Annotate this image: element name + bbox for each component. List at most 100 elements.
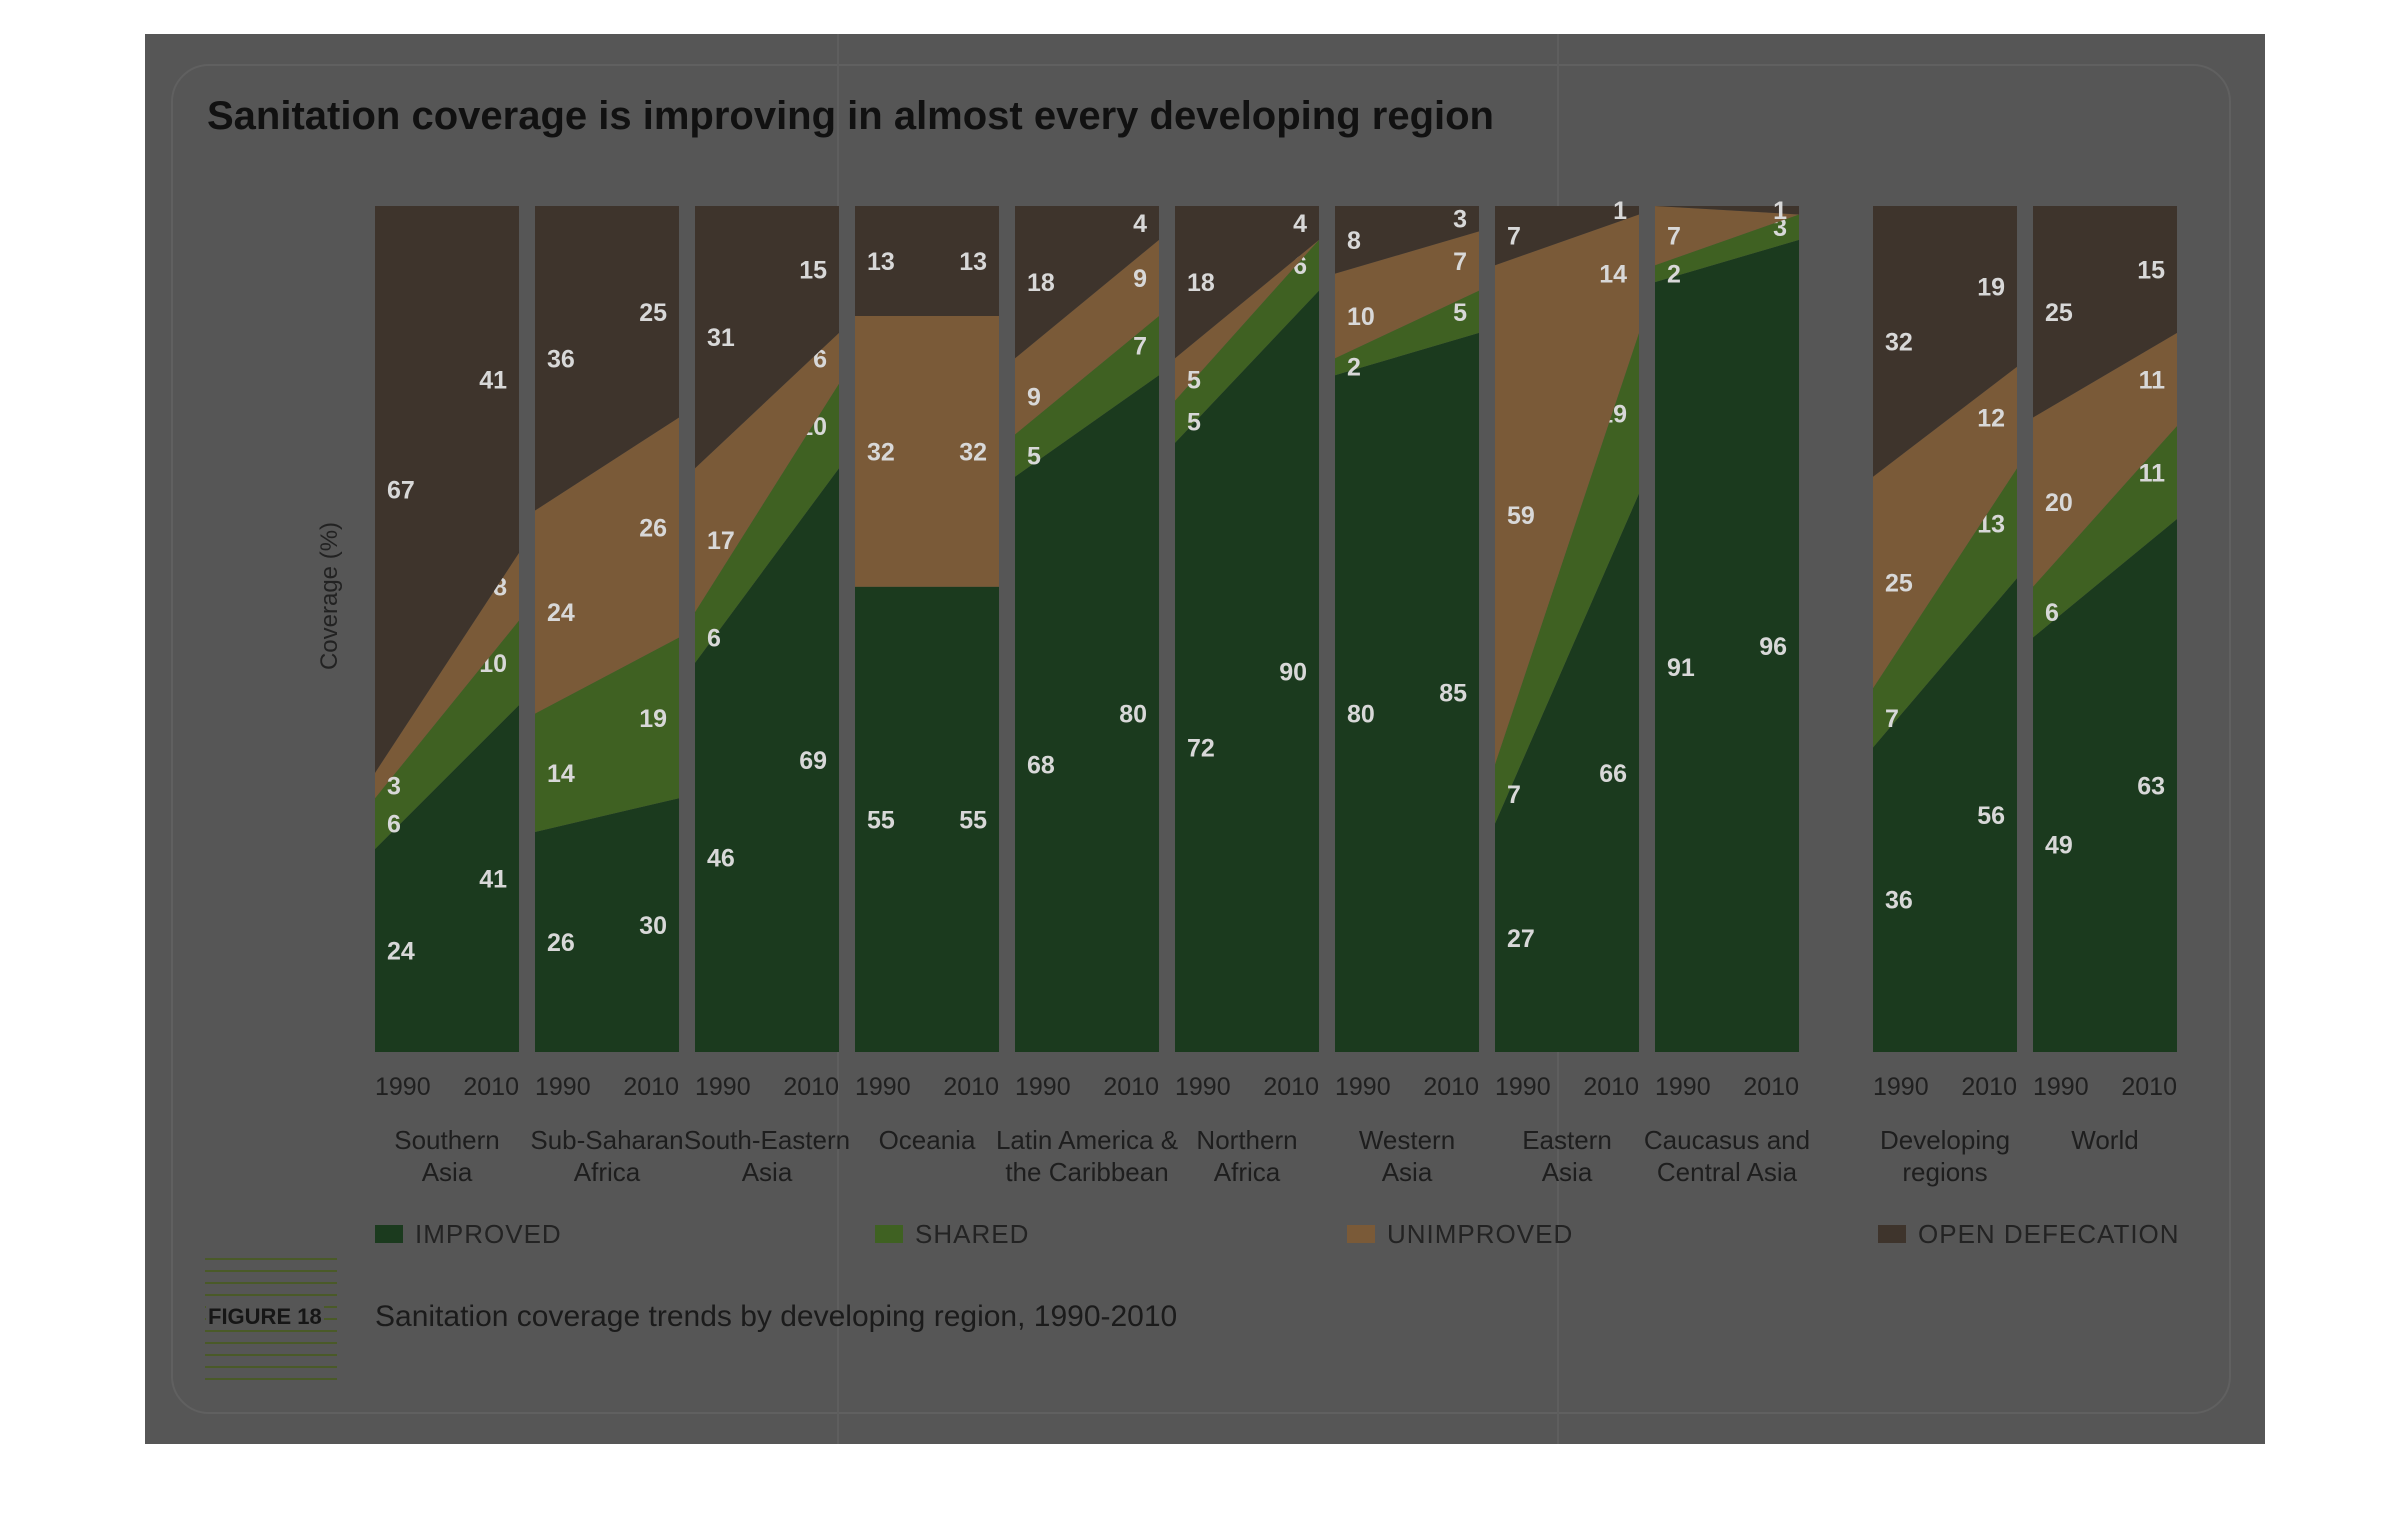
region-label: Northern	[1196, 1125, 1297, 1155]
area-open-defecation	[1873, 206, 2017, 477]
data-label: 14	[1599, 261, 1627, 289]
data-label: 7	[1133, 333, 1147, 361]
area-shared	[2033, 425, 2177, 638]
x-tick-label: 1990	[1655, 1073, 1711, 1101]
region-label: Asia	[1542, 1157, 1593, 1187]
area-shared	[1655, 214, 1799, 283]
data-label: 12	[1977, 405, 2005, 433]
data-label: 36	[1885, 887, 1913, 915]
x-tick-label: 2010	[1743, 1073, 1799, 1101]
data-label: 30	[639, 912, 667, 940]
x-tick-label: 1990	[1873, 1073, 1929, 1101]
area-shared	[1175, 239, 1319, 443]
x-tick-label: 2010	[943, 1073, 999, 1101]
data-label: 25	[2045, 299, 2073, 327]
data-label: 90	[1279, 658, 1307, 686]
area-shared	[695, 383, 839, 663]
region-label: Asia	[742, 1157, 793, 1187]
area-shared	[375, 620, 519, 849]
area-unimproved	[1015, 239, 1159, 435]
area-unimproved	[1873, 366, 2017, 689]
data-label: 11	[2139, 366, 2166, 394]
data-label: 5	[1453, 299, 1467, 327]
area-unimproved	[1335, 231, 1479, 359]
legend-swatch-shared	[875, 1225, 903, 1243]
region-label: Africa	[574, 1157, 641, 1187]
data-label: 18	[1187, 269, 1215, 297]
legend-swatch-improved	[375, 1225, 403, 1243]
legend-swatch-unimproved	[1347, 1225, 1375, 1243]
figure-panel	[171, 64, 2231, 1414]
region-label: Sub-Saharan	[530, 1125, 683, 1155]
area-shared	[1015, 315, 1159, 477]
x-tick-label: 2010	[1961, 1073, 2017, 1101]
x-tick-label: 1990	[535, 1073, 591, 1101]
data-label: 25	[639, 299, 667, 327]
legend-item-shared: SHARED	[875, 1214, 1029, 1254]
data-label: 9	[1133, 265, 1147, 293]
data-label: 8	[1347, 227, 1361, 255]
data-label: 69	[799, 747, 827, 775]
area-improved	[695, 468, 839, 1052]
x-tick-label: 1990	[375, 1073, 431, 1101]
data-label: 41	[479, 366, 507, 394]
data-label: 55	[867, 806, 895, 834]
data-label: 6	[707, 624, 721, 652]
x-tick-label: 2010	[1583, 1073, 1639, 1101]
area-unimproved	[375, 552, 519, 799]
region-label: Central Asia	[1657, 1157, 1798, 1187]
data-label: 13	[867, 248, 895, 276]
area-open-defecation	[855, 206, 999, 316]
data-label: 6	[387, 811, 401, 839]
figure-caption: Sanitation coverage trends by developing…	[375, 1300, 1178, 1333]
y-axis-label: Coverage (%)	[316, 522, 343, 670]
x-tick-label: 2010	[463, 1073, 519, 1101]
region-label: Africa	[1214, 1157, 1281, 1187]
x-tick-label: 1990	[1495, 1073, 1551, 1101]
data-label: 19	[639, 705, 667, 733]
area-unimproved	[1655, 206, 1799, 266]
chart-title: Sanitation coverage is improving in almo…	[207, 94, 1494, 138]
data-label: 68	[1027, 751, 1055, 779]
x-tick-label: 1990	[695, 1073, 751, 1101]
area-unimproved	[2033, 332, 2177, 587]
area-open-defecation	[1655, 206, 1799, 215]
region-label: the Caribbean	[1005, 1157, 1168, 1187]
area-open-defecation	[535, 206, 679, 511]
area-improved	[1335, 332, 1479, 1052]
area-unimproved	[1495, 214, 1639, 765]
data-label: 2	[1347, 354, 1361, 382]
data-label: 59	[1507, 502, 1535, 530]
area-improved	[535, 798, 679, 1052]
area-shared	[1873, 468, 2017, 748]
area-open-defecation	[1175, 206, 1319, 359]
x-tick-label: 1990	[1335, 1073, 1391, 1101]
x-tick-label: 1990	[1175, 1073, 1231, 1101]
x-tick-label: 2010	[1103, 1073, 1159, 1101]
data-label: 26	[547, 929, 575, 957]
data-label: 7	[1507, 781, 1521, 809]
data-label: 96	[1759, 633, 1787, 661]
data-label: 26	[639, 514, 667, 542]
data-label: 2	[1667, 261, 1681, 289]
data-label: 24	[387, 937, 415, 965]
region-label: Western	[1359, 1125, 1455, 1155]
area-shared	[535, 637, 679, 833]
x-tick-label: 2010	[1423, 1073, 1479, 1101]
data-label: 5	[1027, 443, 1041, 471]
region-label: Caucasus and	[1644, 1125, 1810, 1155]
area-improved	[1015, 375, 1159, 1052]
legend-label: UNIMPROVED	[1387, 1218, 1574, 1249]
area-unimproved	[855, 315, 999, 587]
data-label: 4	[1133, 210, 1147, 238]
data-label: 32	[867, 438, 895, 466]
data-label: 9	[1027, 383, 1041, 411]
x-tick-label: 1990	[1015, 1073, 1071, 1101]
figure-frame: Sanitation coverage is improving in almo…	[145, 34, 2265, 1444]
data-label: 7	[1507, 223, 1521, 251]
data-label: 36	[547, 345, 575, 373]
region-label: Asia	[1382, 1157, 1433, 1187]
region-label: regions	[1902, 1157, 1987, 1187]
area-open-defecation	[695, 206, 839, 469]
data-label: 27	[1507, 925, 1535, 953]
